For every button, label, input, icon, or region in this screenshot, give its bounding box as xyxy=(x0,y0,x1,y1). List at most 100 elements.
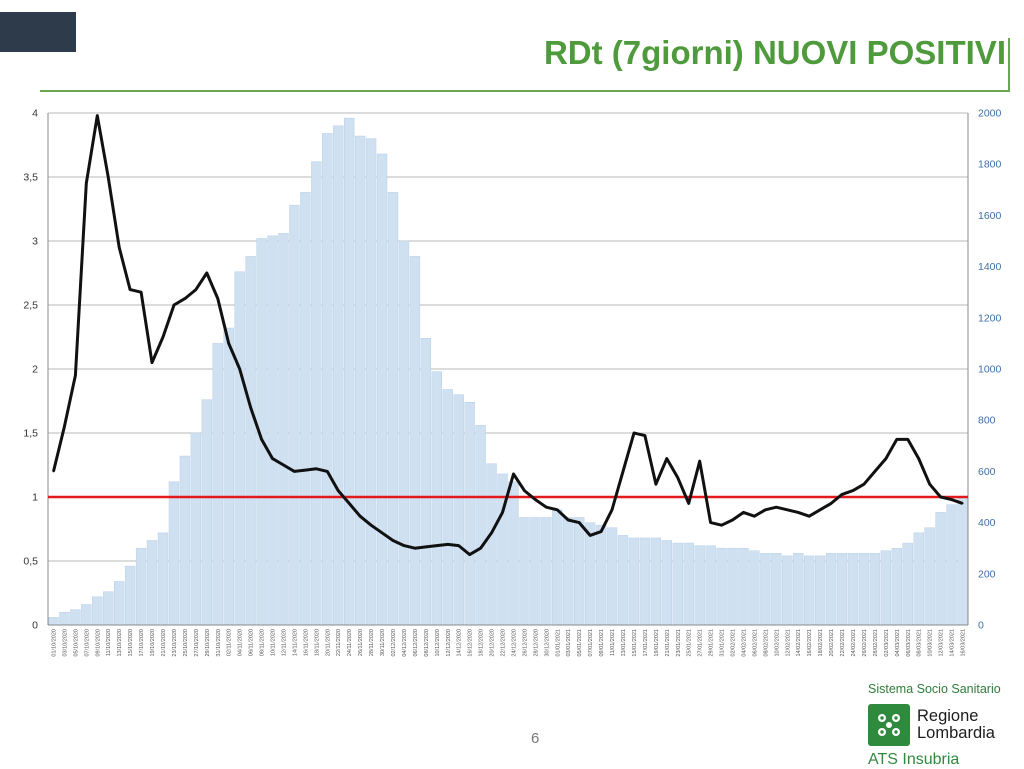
left-tick-label: 2 xyxy=(32,364,38,376)
right-tick-label: 800 xyxy=(978,415,996,427)
x-tick-label: 27/10/2020 xyxy=(194,629,200,657)
bar-75 xyxy=(869,553,881,626)
rdt-point-20 xyxy=(271,457,274,460)
bar-27 xyxy=(344,117,355,626)
rdt-point-36 xyxy=(446,543,449,546)
x-tick-label: 22/11/2020 xyxy=(336,629,342,656)
x-tick-label: 08/12/2020 xyxy=(424,629,430,657)
x-tick-label: 12/11/2020 xyxy=(282,629,288,656)
bar-83 xyxy=(957,496,968,626)
rdt-point-78 xyxy=(906,438,909,441)
rdt-point-66 xyxy=(775,506,778,509)
bar-24 xyxy=(311,161,322,626)
rdt-point-74 xyxy=(862,483,865,486)
bar-57 xyxy=(672,542,683,626)
rdt-point-49 xyxy=(589,534,592,537)
rdt-point-80 xyxy=(928,483,931,486)
bar-68 xyxy=(793,553,804,626)
bar-76 xyxy=(880,550,892,626)
rdt-point-22 xyxy=(293,470,296,473)
left-tick-label: 3 xyxy=(32,236,38,248)
bar-28 xyxy=(354,135,366,626)
x-tick-label: 12/02/2021 xyxy=(785,629,791,657)
bar-5 xyxy=(103,591,114,626)
left-tick-label: 2,5 xyxy=(23,300,38,312)
rdt-point-58 xyxy=(687,502,690,505)
bar-33 xyxy=(409,256,421,626)
x-tick-label: 10/03/2021 xyxy=(928,629,934,657)
bar-4 xyxy=(92,596,103,626)
left-tick-label: 1 xyxy=(32,492,38,504)
rdt-point-53 xyxy=(632,432,635,434)
org-region-name: Regione Lombardia xyxy=(917,708,995,742)
x-tick-label: 22/12/2020 xyxy=(501,629,507,657)
bar-46 xyxy=(552,509,563,626)
x-tick-label: 26/11/2020 xyxy=(358,629,364,656)
x-tick-label: 15/10/2020 xyxy=(128,629,134,657)
bar-78 xyxy=(902,542,913,626)
axes xyxy=(47,113,969,626)
rdt-point-79 xyxy=(917,457,920,460)
x-tick-label: 04/12/2020 xyxy=(402,629,408,657)
rdt-point-1 xyxy=(63,425,66,428)
x-axis-ticks: 01/10/2020 03/10/2020 05/10/2020 07/10/2020… xyxy=(52,629,967,657)
right-tick-label: 600 xyxy=(978,466,996,478)
bar-56 xyxy=(661,540,672,626)
left-tick-label: 3,5 xyxy=(23,172,38,184)
left-tick-label: 1,5 xyxy=(23,428,38,440)
bar-73 xyxy=(847,553,859,626)
bar-50 xyxy=(595,524,607,626)
rdt-point-28 xyxy=(359,515,362,518)
rdt-point-61 xyxy=(720,524,723,527)
bar-81 xyxy=(935,512,946,626)
bar-54 xyxy=(639,537,651,626)
bar-45 xyxy=(541,517,552,626)
bar-15 xyxy=(212,343,223,626)
rdt-line-series xyxy=(52,114,964,557)
bar-12 xyxy=(179,455,191,626)
bar-25 xyxy=(322,133,333,626)
bar-39 xyxy=(475,425,486,626)
rdt-point-37 xyxy=(457,544,460,547)
rdt-point-54 xyxy=(643,434,646,437)
x-tick-label: 14/03/2021 xyxy=(950,629,956,657)
title-rule-end xyxy=(1008,38,1010,92)
x-tick-label: 01/01/2021 xyxy=(555,629,561,657)
x-tick-label: 18/11/2020 xyxy=(314,629,320,656)
bar-55 xyxy=(650,537,662,626)
rdt-point-6 xyxy=(118,246,121,249)
x-tick-label: 02/03/2021 xyxy=(884,629,890,657)
bar-18 xyxy=(245,256,256,626)
x-tick-label: 24/12/2020 xyxy=(512,629,518,657)
x-tick-label: 06/11/2020 xyxy=(249,629,255,656)
bar-51 xyxy=(606,527,618,626)
slide-title: RDt (7giorni) NUOVI POSITIVI xyxy=(543,34,1006,71)
x-tick-label: 30/11/2020 xyxy=(380,629,386,656)
rdt-point-2 xyxy=(74,374,77,377)
x-tick-label: 02/02/2021 xyxy=(731,629,737,657)
bar-58 xyxy=(683,542,694,626)
rdt-point-59 xyxy=(698,460,701,463)
x-tick-label: 04/11/2020 xyxy=(238,629,244,656)
bar-79 xyxy=(913,532,924,626)
x-tick-label: 15/01/2021 xyxy=(632,629,638,657)
rdt-point-0 xyxy=(52,470,55,473)
bar-9 xyxy=(146,540,158,626)
bar-1 xyxy=(59,611,70,626)
x-tick-label: 07/01/2021 xyxy=(588,629,594,657)
bar-71 xyxy=(825,553,837,626)
x-tick-label: 08/03/2021 xyxy=(917,629,923,657)
bar-7 xyxy=(124,565,136,626)
bar-36 xyxy=(442,389,453,626)
bar-74 xyxy=(858,553,870,626)
left-tick-label: 4 xyxy=(32,108,38,120)
bar-59 xyxy=(694,545,705,626)
rdt-point-11 xyxy=(172,304,175,306)
org-region-line1: Regione xyxy=(917,707,979,725)
rdt-point-82 xyxy=(950,498,953,501)
bar-43 xyxy=(519,517,530,626)
rdt-point-3 xyxy=(85,182,88,185)
x-tick-label: 17/01/2021 xyxy=(643,629,649,657)
right-tick-label: 1400 xyxy=(978,261,1002,273)
x-tick-label: 13/10/2020 xyxy=(117,629,123,657)
